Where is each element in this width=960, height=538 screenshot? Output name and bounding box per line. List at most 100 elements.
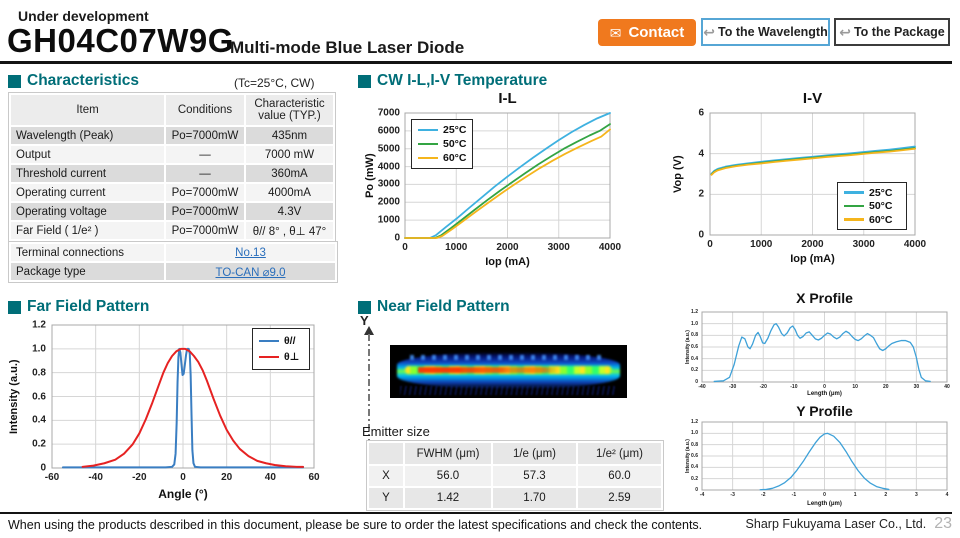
x-tick-label: -60 — [44, 472, 60, 483]
item-cell: Threshold current — [11, 165, 164, 182]
x-tick-label: 3000 — [852, 239, 875, 250]
em-col-1e2: 1/e² (μm) — [578, 443, 661, 464]
table-row: Operating current Po=7000mW 4000mA — [11, 184, 333, 201]
series-line-X profile — [714, 324, 930, 382]
ff-x-ticks: -60 -40 -20 0 20 40 60 — [45, 472, 320, 484]
il-x-axis-label: Iop (mA) — [485, 256, 530, 268]
conditions-cell: Po=7000mW — [166, 184, 244, 201]
yp-y-ticks: 0 0.2 0.4 0.6 0.8 1.0 1.2 — [690, 419, 700, 493]
x-tick-label: 1000 — [750, 239, 773, 250]
y-tick-label: 1.0 — [691, 430, 698, 437]
col-header-item: Item — [11, 95, 164, 125]
value-cell: 360mA — [246, 165, 333, 182]
legend-label: 60°C — [869, 213, 893, 226]
item-cell: Wavelength (Peak) — [11, 127, 164, 144]
near-field-image — [390, 345, 627, 398]
table-row: Threshold current — 360mA — [11, 165, 333, 182]
x-profile-title: X Profile — [796, 290, 853, 306]
conditions-cell: Po=7000mW — [166, 127, 244, 144]
iv-y-axis-label: Vop (V) — [672, 155, 684, 193]
y-tick-label: 0 — [695, 487, 698, 493]
legend-line-swatch — [259, 355, 279, 359]
il-y-ticks: 0 1000 2000 3000 4000 5000 6000 7000 — [374, 108, 402, 244]
y-tick-label: 6 — [698, 107, 704, 119]
item-cell: Output — [11, 146, 164, 163]
cw-heading: CW I-L,I-V Temperature — [358, 72, 547, 90]
legend-line-swatch — [844, 191, 864, 194]
table-row: Terminal connections No.13 — [11, 244, 335, 261]
em-axis-cell: X — [369, 466, 403, 486]
package-type-link[interactable]: TO-CAN ⌀9.0 — [215, 266, 286, 279]
value-cell: θ// 8° , θ⊥ 47° — [246, 222, 333, 239]
x-tick-label: -20 — [132, 472, 147, 483]
legend-item: 60°C — [844, 214, 900, 226]
legend-line-swatch — [844, 218, 864, 221]
to-package-label: To the Package — [853, 25, 945, 39]
series-line-θ⊥ — [83, 349, 303, 467]
value-cell: 4000mA — [246, 184, 333, 201]
table-row: Wavelength (Peak) Po=7000mW 435nm — [11, 127, 333, 144]
x-tick-label: -1 — [791, 492, 797, 498]
contact-button[interactable]: ✉ Contact — [598, 19, 696, 46]
nf-hotspots — [418, 367, 598, 373]
terminal-connections-link[interactable]: No.13 — [235, 246, 266, 259]
x-tick-label: 0 — [707, 239, 713, 250]
to-wavelength-label: To the Wavelength — [718, 25, 828, 39]
x-tick-label: -10 — [790, 384, 798, 390]
y-tick-label: 0.4 — [691, 355, 698, 362]
iv-legend: 25°C 50°C 60°C — [837, 182, 907, 230]
page-number: 23 — [934, 515, 952, 532]
xp-x-axis-label: Length (μm) — [807, 391, 842, 397]
il-legend: 25°C 50°C 60°C — [411, 119, 473, 169]
y-profile-chart: Y Profile Intensity (a.u.) 0 0.2 0.4 0.6 0.8… — [685, 402, 953, 514]
x-tick-label: 2000 — [801, 239, 824, 250]
y-tick-label: 1.0 — [32, 343, 46, 355]
undo-icon: ↩ — [839, 24, 851, 40]
em-value-cell: 60.0 — [578, 466, 661, 486]
series-line-50°C — [405, 124, 610, 238]
ff-legend: θ// θ⊥ — [252, 328, 310, 370]
x-tick-label: -30 — [729, 384, 737, 390]
series-line-25°C — [712, 147, 915, 174]
xp-x-ticks: -40 -30 -20 -10 0 10 20 30 40 — [698, 384, 949, 391]
y-tick-label: 4000 — [377, 161, 400, 173]
table-row: Output — 7000 mW — [11, 146, 333, 163]
series-line-θ// — [63, 349, 303, 468]
em-value-cell: 57.3 — [493, 466, 576, 486]
to-wavelength-button[interactable]: ↩ To the Wavelength — [701, 18, 830, 46]
x-tick-label: 40 — [264, 472, 276, 483]
col-header-value: Characteristic value (TYP.) — [246, 95, 333, 125]
x-tick-label: 1000 — [445, 242, 468, 253]
y-tick-label: 0 — [40, 462, 46, 474]
x-tick-label: 0 — [823, 492, 826, 498]
legend-item: θ⊥ — [259, 351, 303, 363]
near-field-title: Near Field Pattern — [377, 298, 510, 315]
legend-line-swatch — [844, 204, 864, 208]
conditions-cell: Po=7000mW — [166, 222, 244, 239]
y-tick-label: 2000 — [377, 196, 400, 208]
legend-item: 25°C — [418, 124, 466, 136]
iv-chart-title: I-V — [802, 90, 823, 107]
y-tick-label: 0.6 — [32, 391, 46, 402]
y-tick-label: 1.0 — [691, 320, 698, 327]
y-tick-label: 0.4 — [691, 464, 698, 471]
x-tick-label: 2 — [884, 492, 888, 498]
x-tick-label: -40 — [88, 472, 103, 483]
x-tick-label: 1 — [853, 492, 857, 498]
table-row: Package type TO-CAN ⌀9.0 — [11, 263, 335, 280]
value-cell: 4.3V — [246, 203, 333, 220]
y-tick-label: 0.8 — [691, 332, 698, 339]
x-tick-label: 0 — [402, 242, 408, 253]
value-cell: 7000 mW — [246, 146, 333, 163]
item-cell: Operating current — [11, 184, 164, 201]
teal-square-icon — [8, 300, 21, 314]
footer-note: When using the products described in thi… — [8, 518, 703, 532]
to-package-button[interactable]: ↩ To the Package — [834, 18, 950, 46]
x-tick-label: 20 — [882, 384, 889, 390]
nf-fringe-dots — [410, 355, 607, 360]
y-tick-label: 0.2 — [691, 475, 698, 482]
x-tick-label: 0 — [823, 384, 826, 390]
legend-item: 50°C — [418, 138, 466, 150]
undo-icon: ↩ — [703, 24, 715, 40]
legend-line-swatch — [418, 128, 438, 132]
